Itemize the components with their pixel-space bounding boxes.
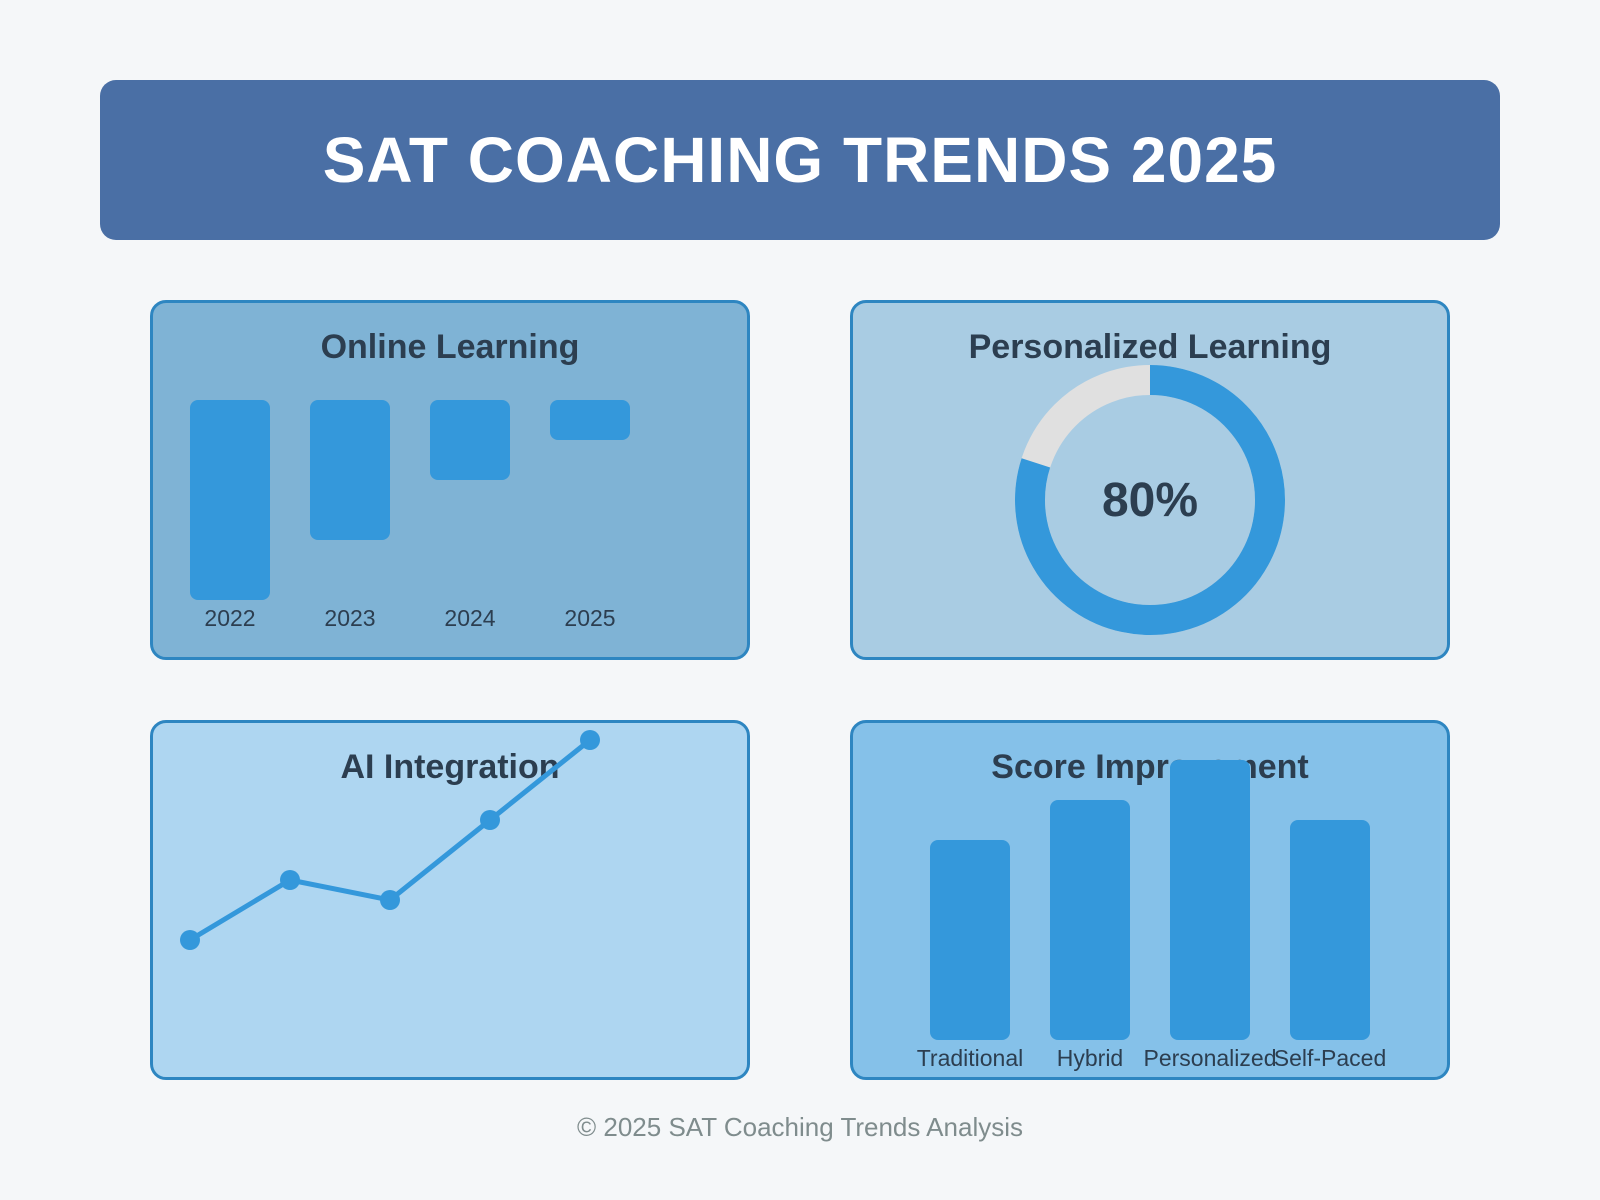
ai-integration-point-5 — [580, 730, 600, 750]
score-improvement-title: Score Improvement — [991, 748, 1308, 786]
online-learning-panel: Online Learning 2022 2023 2024 2025 — [150, 300, 750, 660]
ai-integration-title: AI Integration — [340, 748, 559, 786]
ai-integration-point-3 — [380, 890, 400, 910]
online-learning-chart: Online Learning 2022 2023 2024 2025 — [190, 328, 630, 631]
score-tick-personalized: Personalized — [1144, 1045, 1277, 1071]
online-bar-2024 — [430, 400, 510, 480]
page-title: SAT COACHING TRENDS 2025 — [322, 124, 1278, 196]
online-tick-2025: 2025 — [564, 605, 615, 631]
online-bar-2023 — [310, 400, 390, 540]
score-bar-traditional — [930, 840, 1010, 1040]
online-tick-2024: 2024 — [444, 605, 495, 631]
score-improvement-chart: Score Improvement Traditional Hybrid Perso… — [917, 748, 1387, 1071]
score-tick-traditional: Traditional — [917, 1045, 1024, 1071]
personalized-learning-title: Personalized Learning — [969, 328, 1332, 366]
personalized-learning-panel: Personalized Learning 80% — [850, 300, 1450, 660]
score-tick-self-paced: Self-Paced — [1274, 1045, 1387, 1071]
ai-integration-point-1 — [180, 930, 200, 950]
score-improvement-panel: Score Improvement Traditional Hybrid Perso… — [850, 720, 1450, 1080]
online-tick-2023: 2023 — [324, 605, 375, 631]
ai-integration-panel: AI Integration — [150, 720, 750, 1080]
footer-copyright: © 2025 SAT Coaching Trends Analysis — [577, 1112, 1023, 1142]
online-tick-2022: 2022 — [204, 605, 255, 631]
score-bar-hybrid — [1050, 800, 1130, 1040]
score-bar-personalized — [1170, 760, 1250, 1040]
donut-value-label: 80% — [1102, 474, 1198, 527]
online-learning-title: Online Learning — [321, 328, 580, 366]
ai-integration-point-2 — [280, 870, 300, 890]
online-bar-2022 — [190, 400, 270, 600]
ai-integration-chart: AI Integration — [180, 730, 600, 950]
score-tick-hybrid: Hybrid — [1057, 1045, 1123, 1071]
ai-integration-point-4 — [480, 810, 500, 830]
online-bar-2025 — [550, 400, 630, 440]
personalized-learning-chart: Personalized Learning 80% — [969, 328, 1332, 635]
score-bar-self-paced — [1290, 820, 1370, 1040]
title-banner: SAT COACHING TRENDS 2025 — [100, 80, 1500, 240]
donut-arc — [1015, 365, 1285, 635]
